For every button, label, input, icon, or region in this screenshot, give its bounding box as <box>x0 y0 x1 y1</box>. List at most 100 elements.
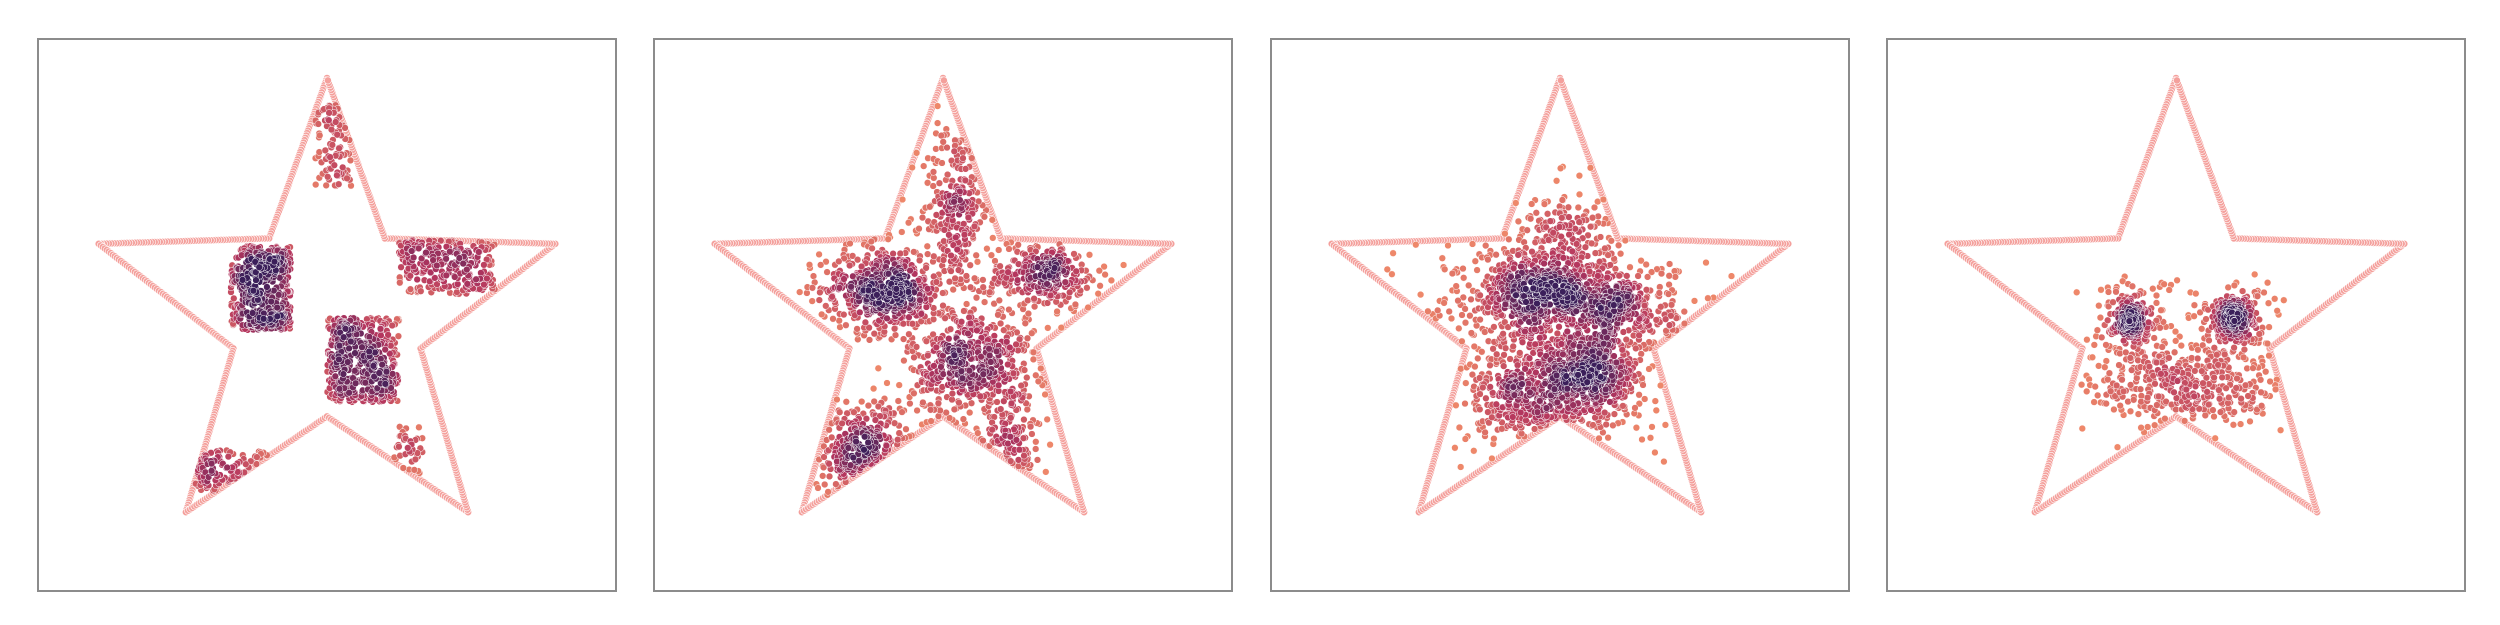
sample-point <box>224 452 233 461</box>
sample-point <box>330 161 338 169</box>
sample-point <box>929 168 938 176</box>
sample-point <box>446 248 454 256</box>
sample-point <box>339 370 348 378</box>
sample-point <box>957 318 966 326</box>
sample-point <box>1012 340 1020 349</box>
sample-point <box>842 398 850 406</box>
sample-point <box>1100 262 1108 271</box>
sample-point <box>1043 415 1051 424</box>
sample-point <box>819 463 828 472</box>
sample-point <box>820 453 828 461</box>
sample-point <box>995 246 1003 254</box>
sample-point <box>873 291 881 299</box>
sample-point <box>966 283 975 291</box>
sample-point <box>994 311 1002 319</box>
sample-point <box>994 381 1003 389</box>
sample-point <box>835 317 843 325</box>
sample-point <box>939 138 947 146</box>
sample-point <box>351 379 360 387</box>
sample-point <box>960 307 968 315</box>
sample-point <box>890 325 899 333</box>
sample-point <box>840 275 848 283</box>
sample-point <box>1119 261 1128 269</box>
sample-point <box>259 315 268 323</box>
sample-point <box>898 228 906 236</box>
sample-point <box>1014 456 1023 464</box>
sample-point <box>870 397 878 406</box>
sample-point <box>404 444 412 452</box>
sample-point <box>417 287 425 295</box>
sample-point <box>321 146 329 155</box>
sample-point <box>315 148 323 156</box>
scatter-panel-3 <box>1270 38 1850 592</box>
sample-point <box>910 248 918 256</box>
sample-point <box>828 433 836 442</box>
sample-point <box>454 280 462 288</box>
sample-point <box>335 385 344 393</box>
sample-point <box>1066 288 1074 297</box>
sample-point <box>333 171 341 179</box>
sample-point <box>898 195 907 204</box>
sample-point <box>818 310 826 319</box>
sample-point <box>1107 276 1116 285</box>
sample-point <box>1032 371 1040 379</box>
sample-point <box>918 213 927 222</box>
sample-point <box>844 444 853 452</box>
sample-point <box>1000 326 1008 334</box>
sample-point <box>399 464 407 472</box>
sample-point <box>988 216 996 224</box>
sample-point <box>962 272 971 280</box>
sample-point <box>861 318 870 327</box>
sample-point <box>1085 251 1094 259</box>
sample-point <box>913 406 921 415</box>
sample-point <box>1033 263 1042 271</box>
sample-point <box>962 300 971 308</box>
sample-point <box>326 153 334 161</box>
sample-point <box>275 291 283 299</box>
sample-point <box>415 244 423 253</box>
sample-point <box>989 234 997 242</box>
sample-point <box>1032 445 1040 453</box>
sample-point <box>973 258 982 266</box>
sample-point <box>985 345 993 353</box>
sample-point <box>365 347 373 356</box>
sample-point <box>808 297 816 305</box>
sample-point <box>920 162 928 170</box>
sample-point <box>1033 456 1042 464</box>
sample-point <box>954 266 963 274</box>
sample-point <box>997 405 1005 413</box>
sample-point <box>1050 264 1059 272</box>
sample-point <box>207 467 216 475</box>
sample-point <box>995 296 1003 305</box>
sample-point <box>884 235 892 243</box>
sample-point <box>1015 446 1024 454</box>
sample-point <box>1024 296 1032 305</box>
sample-point <box>408 247 416 255</box>
sample-point <box>842 321 850 329</box>
sample-point <box>1023 334 1032 342</box>
sample-point <box>815 250 823 259</box>
sample-point <box>816 288 824 297</box>
sample-point <box>926 406 935 414</box>
star-boundary <box>710 74 1176 517</box>
sample-point <box>406 272 414 280</box>
sample-point <box>386 350 394 358</box>
sample-point <box>472 275 480 283</box>
sample-point <box>904 219 913 227</box>
sample-point <box>906 266 914 275</box>
sample-point <box>965 313 973 322</box>
sample-point <box>924 250 932 258</box>
sample-point <box>409 253 418 262</box>
sample-point <box>855 457 863 465</box>
sample-point <box>950 351 958 359</box>
sample-point <box>964 213 973 222</box>
sample-point <box>411 455 420 464</box>
sample-point <box>1006 433 1014 441</box>
sample-point <box>915 256 924 265</box>
sample-point <box>442 271 450 280</box>
sample-point <box>896 249 904 258</box>
sample-point <box>864 286 873 294</box>
sample-point <box>904 288 913 296</box>
sample-point <box>415 423 423 431</box>
